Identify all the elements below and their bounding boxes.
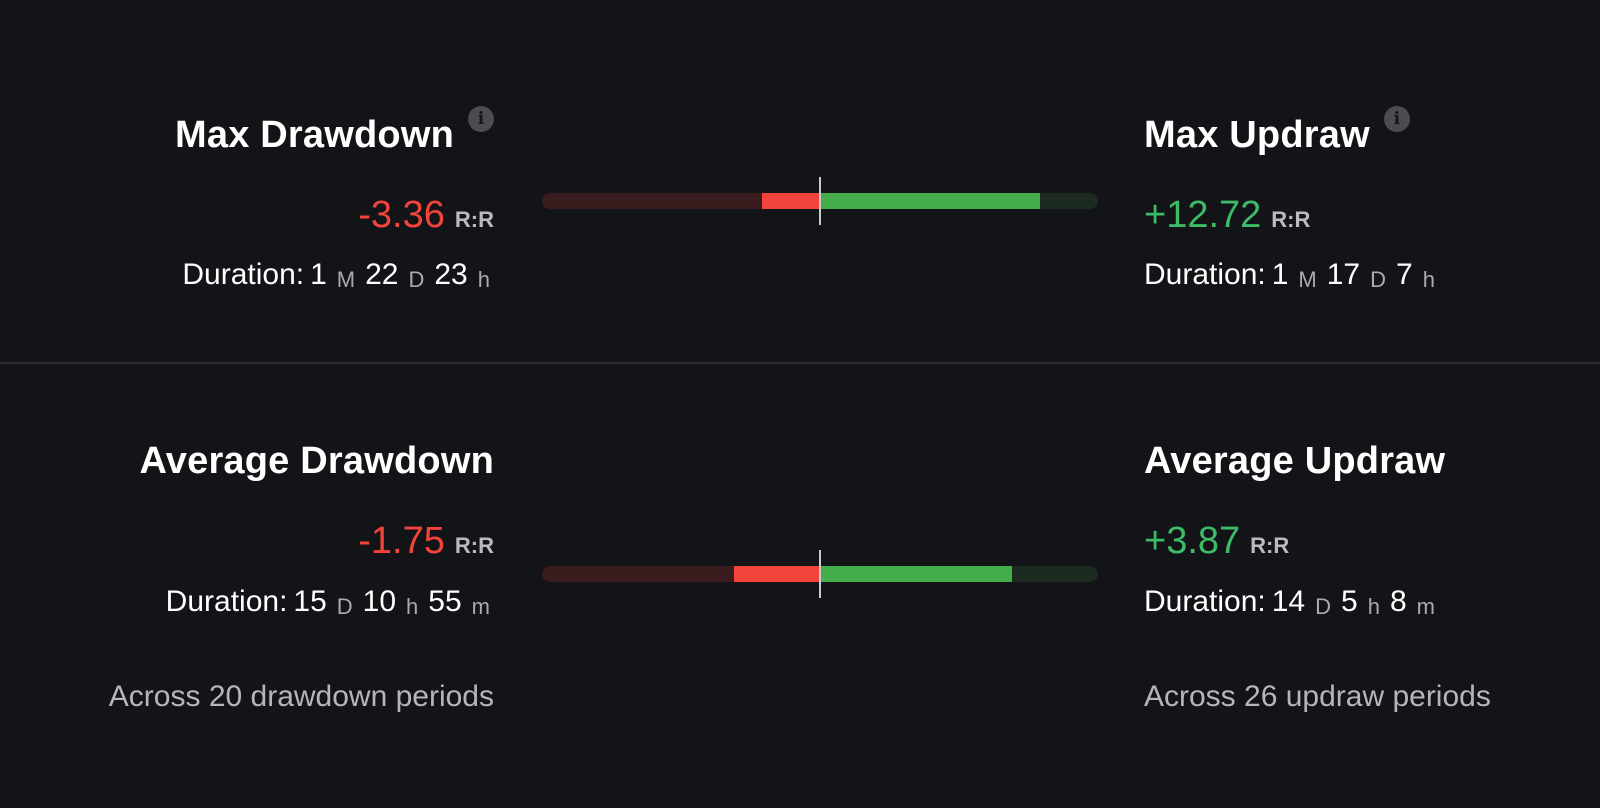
duration-months: 1	[1271, 258, 1289, 291]
duration-label: Duration:	[1144, 585, 1266, 618]
average-drawdown-title: Average Drawdown	[139, 440, 494, 482]
max-gauge	[542, 177, 1098, 225]
duration-hours: 23	[434, 258, 468, 291]
duration-hours: 10	[362, 585, 397, 618]
duration-minutes-unit: m	[1416, 594, 1435, 619]
section-divider	[0, 362, 1600, 364]
duration-hours-unit: h	[1367, 594, 1380, 619]
duration-hours-unit: h	[477, 267, 490, 292]
duration-days-unit: D	[1370, 267, 1387, 292]
duration-label: Duration:	[165, 585, 288, 618]
gauge-negative-fill	[734, 566, 820, 582]
max-updraw-value-row: +12.72 R:R	[1144, 196, 1310, 234]
max-drawdown-title-row: Max Drawdown i	[175, 106, 494, 156]
average-drawdown-value: -1.75	[358, 520, 445, 562]
max-updraw-value: +12.72	[1144, 194, 1262, 236]
duration-days: 15	[293, 585, 327, 618]
duration-hours: 5	[1341, 585, 1358, 618]
max-updraw-unit: R:R	[1271, 207, 1311, 232]
max-drawdown-unit: R:R	[454, 207, 494, 232]
gauge-center-marker	[819, 550, 821, 598]
gauge-negative-fill	[762, 193, 820, 209]
gauge-positive-fill	[820, 193, 1040, 209]
max-updraw-title: Max Updraw	[1144, 114, 1370, 156]
duration-days: 22	[365, 258, 399, 291]
duration-months-unit: M	[336, 267, 356, 292]
duration-months: 1	[310, 258, 327, 291]
average-drawdown-value-row: -1.75 R:R	[358, 522, 494, 560]
gauge-positive-fill	[820, 566, 1012, 582]
max-updraw-duration: Duration: 1 M 17 D 7 h	[1144, 258, 1439, 292]
max-updraw-title-row: Max Updraw i	[1144, 106, 1410, 156]
gauge-negative-track	[542, 193, 820, 209]
info-icon[interactable]: i	[1383, 106, 1410, 132]
duration-minutes: 55	[428, 585, 462, 618]
average-drawdown-duration: Duration: 15 D 10 h 55 m	[165, 585, 494, 619]
duration-label: Duration:	[182, 258, 305, 291]
duration-minutes: 8	[1389, 585, 1407, 618]
info-icon[interactable]: i	[468, 106, 494, 132]
duration-hours-unit: h	[406, 594, 419, 619]
average-updraw-value: +3.87	[1144, 520, 1241, 562]
duration-days: 17	[1326, 258, 1361, 291]
max-drawdown-title: Max Drawdown	[175, 114, 454, 156]
average-updraw-across: Across 26 updraw periods	[1144, 680, 1491, 713]
max-drawdown-duration: Duration: 1 M 22 D 23 h	[182, 258, 494, 292]
average-drawdown-across: Across 20 drawdown periods	[108, 680, 494, 713]
duration-days-unit: D	[408, 267, 425, 292]
gauge-center-marker	[819, 177, 821, 225]
average-gauge	[542, 550, 1098, 598]
average-updraw-title: Average Updraw	[1144, 440, 1446, 482]
average-drawdown-title-row: Average Drawdown	[140, 442, 494, 480]
duration-label: Duration:	[1144, 258, 1266, 291]
max-drawdown-value: -3.36	[358, 194, 445, 236]
duration-months-unit: M	[1298, 267, 1317, 292]
max-drawdown-value-row: -3.36 R:R	[358, 196, 494, 234]
average-updraw-title-row: Average Updraw	[1144, 442, 1445, 480]
duration-hours-unit: h	[1422, 267, 1435, 292]
average-updraw-value-row: +3.87 R:R	[1144, 522, 1289, 560]
duration-days-unit: D	[336, 594, 353, 619]
duration-minutes-unit: m	[471, 594, 490, 619]
duration-days: 14	[1271, 585, 1306, 618]
duration-days-unit: D	[1315, 594, 1331, 619]
average-updraw-unit: R:R	[1250, 533, 1290, 558]
duration-hours: 7	[1396, 258, 1413, 291]
average-drawdown-unit: R:R	[454, 533, 494, 558]
average-updraw-duration: Duration: 14 D 5 h 8 m	[1144, 585, 1439, 619]
